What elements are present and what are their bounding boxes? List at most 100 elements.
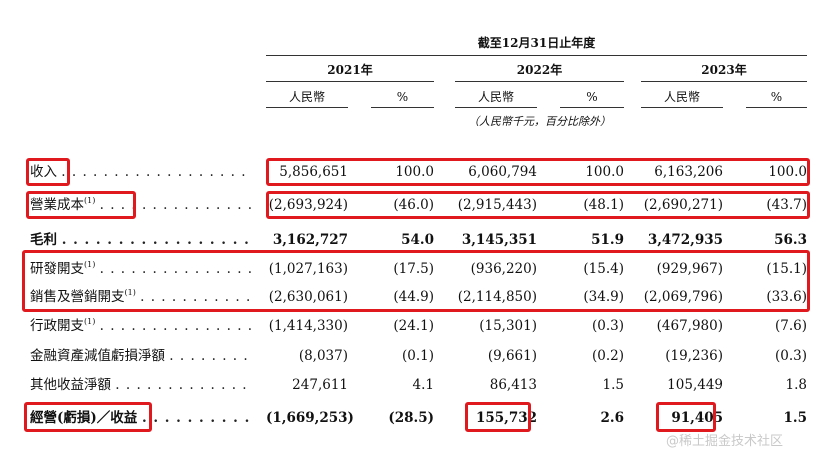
- leader-dots: . . . . . . . . . . . . . . . . . . . . …: [61, 164, 252, 180]
- row-label-text: 行政開支: [30, 318, 84, 334]
- cell-percent: 56.3: [774, 232, 807, 248]
- cell-amount: 3,145,351: [461, 232, 537, 248]
- header-rule-top: [266, 55, 807, 56]
- cell-amount: (1,027,163): [268, 261, 348, 277]
- cell-amount: 86,413: [489, 377, 537, 393]
- year-2023: 2023年: [701, 63, 747, 77]
- year-2022: 2022年: [516, 63, 563, 77]
- cell-amount: 247,611: [292, 377, 348, 393]
- row-label: 金融資產減值虧損淨額 . . . . . . . . . . . . . . .…: [30, 348, 252, 364]
- subheader-rule-6: [746, 107, 807, 108]
- row-label-text: 銷售及營銷開支: [30, 289, 125, 305]
- cell-amount: 6,060,794: [468, 164, 537, 180]
- header-rule-2021: [266, 81, 434, 82]
- cell-percent: (48.1): [583, 197, 624, 213]
- cell-percent: (43.7): [766, 197, 807, 213]
- cell-percent: 2.6: [600, 410, 625, 426]
- highlight-revenue-row: [266, 158, 810, 186]
- highlight-operating-2023: [656, 402, 716, 432]
- cell-amount: (936,220): [470, 261, 537, 277]
- cell-percent: (17.5): [393, 261, 434, 277]
- col-header-pct-2022: %: [586, 90, 598, 104]
- cell-amount: 105,449: [667, 377, 723, 393]
- col-header-rmb-2021: 人民幣: [288, 90, 325, 104]
- leader-dots: . . . . . . . . . . . . . . . . . . . . …: [61, 232, 252, 248]
- cell-amount: (19,236): [665, 348, 723, 364]
- row-label-text: 金融資產減值虧損淨額: [30, 348, 165, 364]
- subheader-rule-2: [371, 107, 434, 108]
- cell-amount: 91,405: [671, 410, 723, 426]
- subheader-rule-3: [455, 107, 537, 108]
- cell-amount: (2,114,850): [457, 289, 537, 305]
- cell-percent: (0.2): [591, 348, 624, 364]
- cell-amount: (1,414,330): [268, 318, 348, 334]
- footnote-marker: (1): [124, 289, 136, 297]
- leader-dots: . . . . . . . . . . . . . . . . . . . . …: [169, 348, 252, 364]
- row-label: 營業成本(1) . . . . . . . . . . . . . . . . …: [30, 197, 252, 213]
- leader-dots: . . . . . . . . . . . . . . . . . . . . …: [99, 261, 252, 277]
- cell-percent: 1.8: [785, 377, 807, 393]
- col-header-pct-2023: %: [770, 90, 783, 104]
- subheader-rule-4: [560, 107, 624, 108]
- cell-amount: 5,856,651: [279, 164, 348, 180]
- footnote-marker: (1): [84, 318, 96, 326]
- leader-dots: . . . . . . . . . . . . . . . . . . . . …: [140, 289, 252, 305]
- row-label: 其他收益淨額 . . . . . . . . . . . . . . . . .…: [30, 377, 252, 393]
- cell-amount: (8,037): [298, 348, 348, 364]
- cell-amount: 3,162,727: [272, 232, 348, 248]
- cell-percent: 100.0: [768, 164, 807, 180]
- row-label: 行政開支(1) . . . . . . . . . . . . . . . . …: [30, 318, 252, 334]
- row-label: 研發開支(1) . . . . . . . . . . . . . . . . …: [30, 261, 252, 277]
- cell-amount: (929,967): [656, 261, 723, 277]
- cell-percent: (34.9): [583, 289, 624, 305]
- cell-percent: 100.0: [395, 164, 434, 180]
- cell-percent: (15.4): [583, 261, 624, 277]
- footnote-marker: (1): [84, 261, 96, 269]
- col-header-pct-2021: %: [396, 90, 409, 104]
- cell-amount: (2,069,796): [643, 289, 723, 305]
- watermark-text: @稀土掘金技术社区: [666, 434, 784, 449]
- cell-amount: (1,669,253): [266, 410, 354, 426]
- cell-amount: (2,630,061): [268, 289, 348, 305]
- row-label: 毛利 . . . . . . . . . . . . . . . . . . .…: [30, 232, 252, 248]
- cell-percent: (46.0): [393, 197, 434, 213]
- cell-percent: (0.3): [591, 318, 624, 334]
- cell-amount: (15,301): [479, 318, 537, 334]
- highlight-expenses-block: [22, 250, 810, 312]
- cell-amount: 155,732: [475, 410, 537, 426]
- period-header: 截至12月31日止年度: [477, 36, 596, 50]
- cell-amount: 6,163,206: [654, 164, 723, 180]
- cell-percent: (33.6): [766, 289, 807, 305]
- row-label-text: 收入: [30, 164, 57, 180]
- cell-percent: (28.5): [388, 410, 434, 426]
- row-label: 銷售及營銷開支(1) . . . . . . . . . . . . . . .…: [30, 289, 252, 305]
- row-label-text: 其他收益淨額: [30, 377, 111, 393]
- cell-amount: (2,693,924): [268, 197, 348, 213]
- year-2021: 2021年: [327, 63, 373, 77]
- cell-percent: (24.1): [393, 318, 434, 334]
- leader-dots: . . . . . . . . . . . . . . . . . . . . …: [99, 318, 252, 334]
- cell-percent: 4.1: [412, 377, 434, 393]
- cell-percent: (44.9): [393, 289, 434, 305]
- cell-percent: (7.6): [774, 318, 807, 334]
- highlight-revenue-label: [26, 158, 70, 186]
- subheader-rule-1: [266, 107, 348, 108]
- leader-dots: . . . . . . . . . . . . . . . . . . . . …: [115, 377, 252, 393]
- cell-percent: (0.3): [774, 348, 807, 364]
- row-label: 收入 . . . . . . . . . . . . . . . . . . .…: [30, 164, 252, 180]
- leader-dots: . . . . . . . . . . . . . . . . . . . . …: [99, 197, 252, 213]
- row-label-text: 毛利: [30, 232, 57, 248]
- row-label-text: 營業成本: [30, 197, 84, 213]
- cell-amount: (9,661): [487, 348, 537, 364]
- cell-percent: 51.9: [591, 232, 624, 248]
- cell-amount: (2,690,271): [643, 197, 723, 213]
- row-label: 經營(虧損)／收益 . . . . . . . . . . . . . . . …: [30, 410, 252, 426]
- highlight-operating-label: [24, 402, 152, 432]
- cell-amount: (2,915,443): [457, 197, 537, 213]
- cell-percent: 1.5: [602, 377, 624, 393]
- cell-percent: 1.5: [783, 410, 808, 426]
- highlight-cost-label: [26, 191, 136, 219]
- cell-percent: (15.1): [766, 261, 807, 277]
- col-header-rmb-2022: 人民幣: [477, 90, 514, 104]
- footnote-marker: (1): [84, 197, 96, 205]
